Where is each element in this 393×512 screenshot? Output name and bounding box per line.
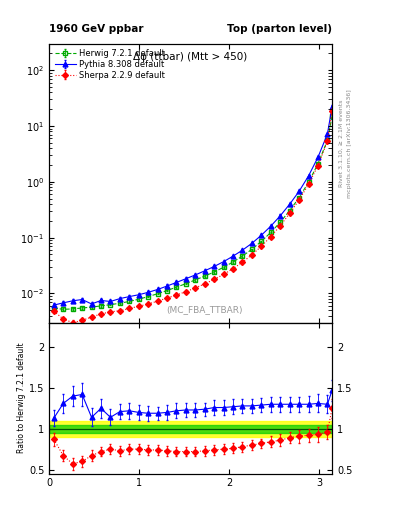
Text: Rivet 3.1.10, ≥ 2.1M events: Rivet 3.1.10, ≥ 2.1M events (339, 100, 344, 187)
Text: Δφ (ttbar) (Mtt > 450): Δφ (ttbar) (Mtt > 450) (134, 52, 248, 62)
Bar (49, 420, 332, 437)
Text: 1960 GeV ppbar: 1960 GeV ppbar (49, 24, 143, 34)
Legend: Herwig 7.2.1 default, Pythia 8.308 default, Sherpa 2.2.9 default: Herwig 7.2.1 default, Pythia 8.308 defau… (53, 48, 167, 81)
Bar (49, 424, 332, 433)
Text: (MC_FBA_TTBAR): (MC_FBA_TTBAR) (167, 305, 243, 314)
Y-axis label: Ratio to Herwig 7.2.1 default: Ratio to Herwig 7.2.1 default (17, 343, 26, 454)
Text: mcplots.cern.ch [arXiv:1306.3436]: mcplots.cern.ch [arXiv:1306.3436] (347, 89, 352, 198)
Text: Top (parton level): Top (parton level) (227, 24, 332, 34)
